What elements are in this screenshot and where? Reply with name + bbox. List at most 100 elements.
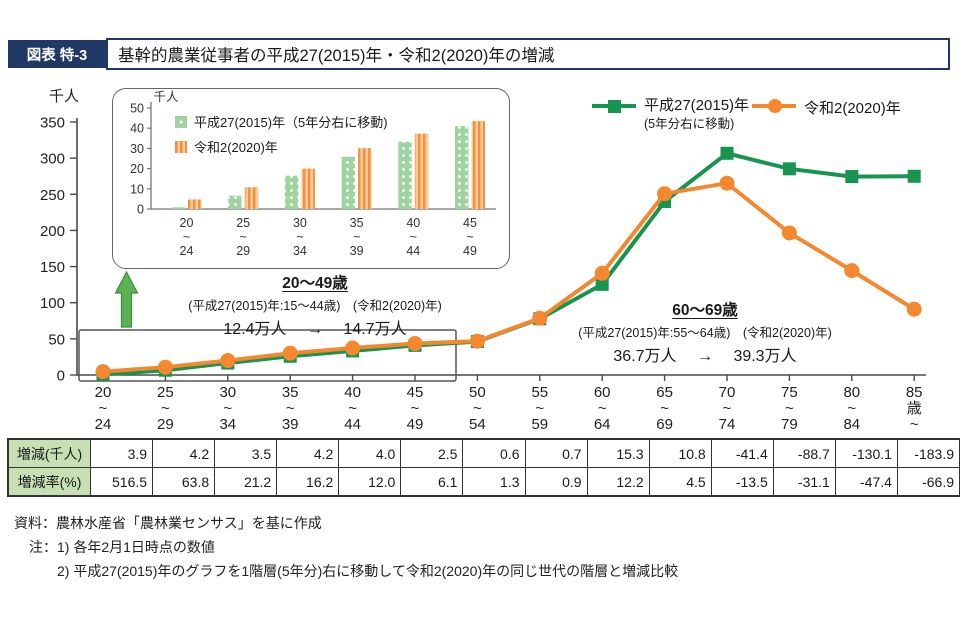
x-tick-label: 75 ~79 [781, 384, 798, 433]
data-point-square [595, 277, 609, 291]
table-cell: 3.5 [215, 440, 277, 467]
legend-item-2015: 平成27(2015)年 (5年分右に移動) [592, 97, 749, 132]
source-note: 資料：農林水産省「農林業センサス」を基に作成 [14, 515, 322, 531]
y-tick-label: 350 [40, 114, 65, 131]
annotation-60-69: 60〜69歳 (平成27(2015)年:55〜64歳) (令和2(2020)年)… [545, 298, 865, 366]
inset-y-tick-label: 0 [137, 203, 144, 217]
x-tick-label: 25 ~29 [157, 384, 174, 433]
table-row-label: 増減(千人) [9, 440, 90, 467]
x-tick-label: 70 ~74 [719, 384, 736, 433]
data-point-square [845, 170, 859, 184]
data-point-circle [345, 340, 361, 356]
table-cell: 12.0 [339, 468, 401, 495]
inset-bar-2020 [188, 199, 202, 209]
data-point-circle [657, 186, 673, 202]
table-cell: 0.6 [463, 440, 525, 467]
table-cell: 4.5 [649, 468, 711, 495]
data-point-circle [906, 301, 922, 317]
legend-circle-marker-icon [768, 99, 782, 113]
table-cell: -41.4 [711, 440, 773, 467]
inset-legend-orange-swatch-icon [175, 140, 187, 153]
table-cell: -47.4 [835, 468, 897, 495]
table-cell: 2.5 [401, 440, 463, 467]
annotation-60-69-values: 36.7万人 → 39.3万人 [613, 348, 797, 365]
legend-line-orange [752, 99, 796, 113]
x-tick-label: 45 ~49 [407, 384, 424, 433]
footnote-1: 注：1) 各年2月1日時点の数値 [29, 539, 215, 555]
data-point-square [907, 169, 921, 183]
inset-legend-item-2020: 令和2(2020)年 [175, 134, 388, 159]
inset-bar-2015 [228, 195, 242, 209]
table-cell: -13.5 [711, 468, 773, 495]
table-cell: -130.1 [835, 440, 897, 467]
inset-y-tick-label: 20 [130, 162, 144, 176]
data-point-circle [781, 225, 797, 241]
up-arrow-icon [114, 270, 139, 328]
data-point-square [782, 162, 796, 176]
table-cell: 3.9 [91, 440, 153, 467]
table-cell: 1.3 [463, 468, 525, 495]
inset-bar-2015 [398, 141, 412, 209]
legend-note-2015: (5年分右に移動) [644, 117, 735, 131]
table-cell: -88.7 [773, 440, 835, 467]
legend-label-2015: 平成27(2015)年 [644, 97, 750, 114]
legend-text-2015: 平成27(2015)年 (5年分右に移動) [644, 97, 749, 132]
legend-label-2020: 令和2(2020)年 [804, 100, 901, 117]
table-cell: -183.9 [897, 440, 959, 467]
data-point-circle [407, 336, 423, 352]
table-cell: -66.9 [897, 468, 959, 495]
annotation-20-49-title: 20〜49歳 [282, 275, 348, 292]
table-row-label: 増減率(%) [9, 468, 90, 495]
x-tick-label: 20 ~24 [95, 384, 112, 433]
table-cell: 516.5 [91, 468, 153, 495]
x-tick-label: 65 ~69 [656, 384, 673, 433]
y-axis-unit: 千人 [49, 88, 79, 105]
footnote-2: 2) 平成27(2015)年のグラフを1階層(5年分)右に移動して令和2(202… [57, 563, 679, 579]
annotation-20-49-subtitle: (平成27(2015)年:15〜44歳) (令和2(2020)年) [188, 299, 442, 313]
inset-legend-label-2020: 令和2(2020)年 [194, 140, 278, 155]
data-point-circle [220, 353, 236, 369]
y-tick-label: 200 [40, 223, 65, 240]
annotation-20-49: 20〜49歳 (平成27(2015)年:15〜44歳) (令和2(2020)年)… [155, 271, 475, 339]
inset-bar-2020 [471, 121, 485, 209]
page-title: 基幹的農業従事者の平成27(2015)年・令和2(2020)年の増減 [106, 38, 950, 70]
inset-panel: 0 10 20 30 40 50 千人 20 ~24 25 ~29 30 ~34 35 ~39 40 ~44 45… [112, 88, 510, 269]
table-cell: 4.0 [339, 440, 401, 467]
table-cell: 16.2 [277, 468, 339, 495]
inset-y-tick-label: 10 [130, 182, 144, 196]
data-point-circle [157, 359, 173, 375]
table-cell: 0.9 [525, 468, 587, 495]
x-tick-label: 60 ~64 [594, 384, 611, 433]
table-cell: 4.2 [277, 440, 339, 467]
change-table: 増減(千人) 3.9 4.2 3.5 4.2 4.0 2.5 0.6 0.7 15.3 10.8 -4… [7, 438, 960, 497]
y-tick-label: 0 [57, 368, 65, 385]
x-tick-label: 30 ~34 [219, 384, 236, 433]
data-point-circle [532, 310, 548, 326]
inset-bar-chart: 0 10 20 30 40 50 千人 20 ~24 25 ~29 30 ~34 35 ~39 40 ~44 45… [130, 90, 496, 258]
inset-legend-label-2015: 平成27(2015)年（5年分右に移動) [194, 115, 388, 130]
data-point-square [720, 146, 734, 160]
inset-x-tick-label: 25 ~29 [236, 216, 250, 258]
inset-y-tick-label: 50 [130, 102, 144, 116]
legend-line-green [592, 99, 636, 113]
data-point-circle [469, 333, 485, 349]
inset-bar-2020 [301, 168, 315, 209]
inset-legend-item-2015: 平成27(2015)年（5年分右に移動) [175, 109, 388, 134]
inset-x-tick-label: 35 ~39 [350, 216, 364, 258]
inset-x-tick-label: 20 ~24 [180, 216, 194, 258]
inset-legend: 平成27(2015)年（5年分右に移動) 令和2(2020)年 [175, 109, 388, 159]
x-tick-label: 35 ~39 [282, 384, 299, 433]
annotation-60-69-title: 60〜69歳 [672, 302, 738, 319]
y-tick-label: 300 [40, 151, 65, 168]
series-line-2 [102, 181, 916, 374]
data-point-circle [95, 364, 111, 380]
inset-y-axis-unit: 千人 [153, 90, 179, 104]
inset-bar-2015 [455, 126, 469, 209]
y-tick-label: 250 [40, 187, 65, 204]
inset-bar-2020 [358, 148, 372, 209]
figure-tag: 図表 特-3 [8, 40, 106, 68]
inset-legend-green-swatch-icon [175, 115, 187, 128]
inset-y-tick-label: 30 [130, 142, 144, 156]
y-tick-label: 100 [40, 295, 65, 312]
